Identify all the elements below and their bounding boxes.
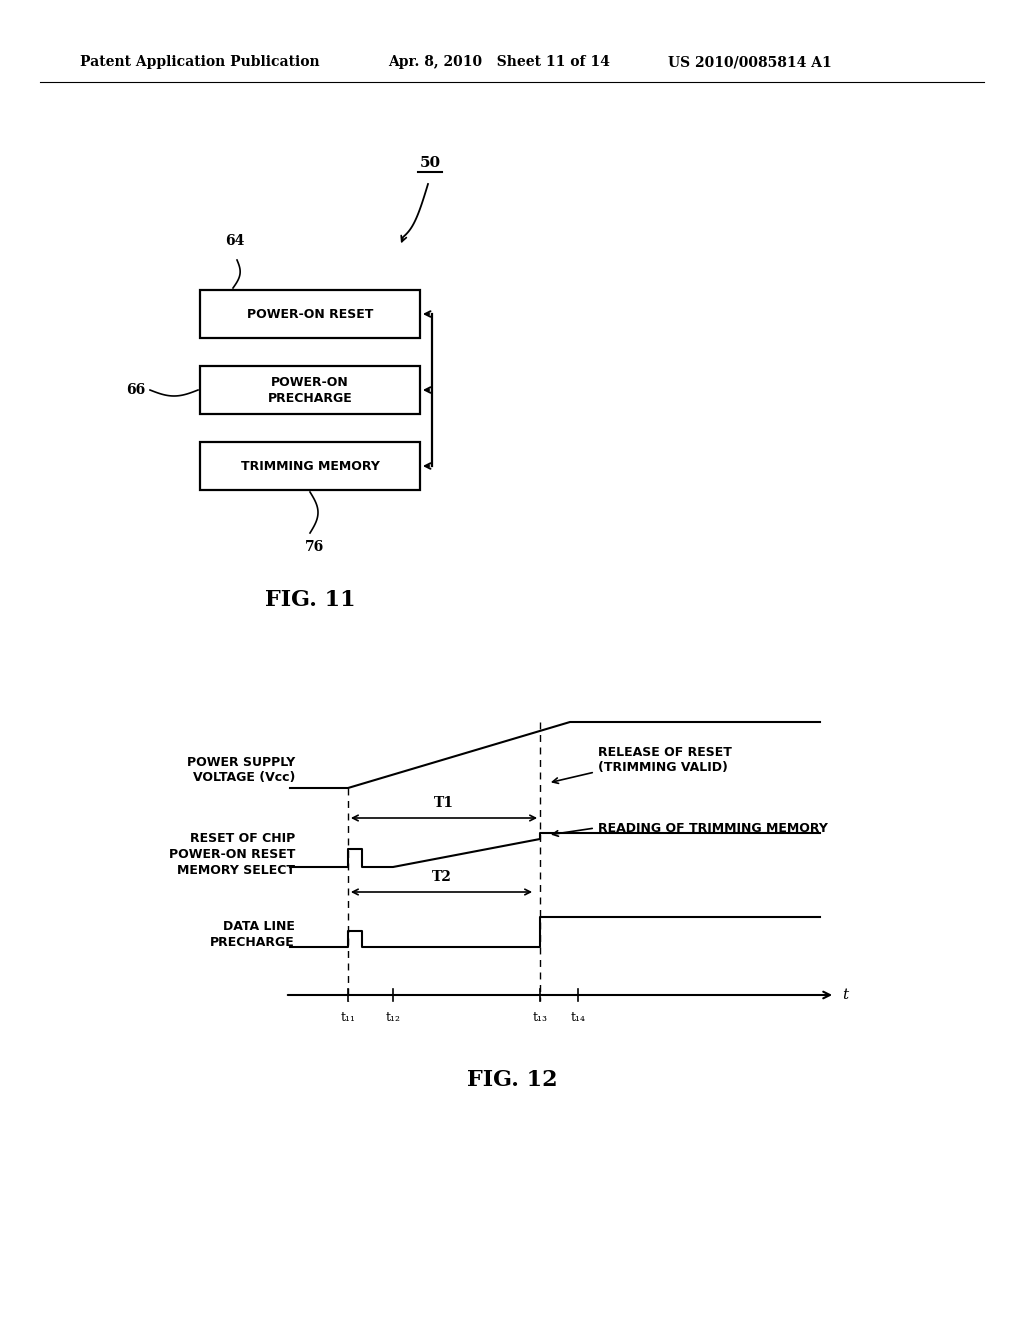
Text: RELEASE OF RESET
(TRIMMING VALID): RELEASE OF RESET (TRIMMING VALID) xyxy=(598,746,732,775)
Text: t₁₃: t₁₃ xyxy=(532,1011,548,1024)
Text: US 2010/0085814 A1: US 2010/0085814 A1 xyxy=(668,55,831,69)
Text: T1: T1 xyxy=(434,796,454,810)
Text: Apr. 8, 2010   Sheet 11 of 14: Apr. 8, 2010 Sheet 11 of 14 xyxy=(388,55,610,69)
Text: READING OF TRIMMING MEMORY: READING OF TRIMMING MEMORY xyxy=(598,821,827,834)
Text: POWER-ON RESET: POWER-ON RESET xyxy=(247,308,373,321)
Text: RESET OF CHIP
POWER-ON RESET
MEMORY SELECT: RESET OF CHIP POWER-ON RESET MEMORY SELE… xyxy=(169,833,295,878)
Bar xyxy=(200,366,420,414)
Text: 64: 64 xyxy=(225,234,245,248)
Text: 66: 66 xyxy=(126,383,145,397)
Text: FIG. 12: FIG. 12 xyxy=(467,1069,557,1092)
Text: t₁₄: t₁₄ xyxy=(570,1011,586,1024)
Text: t₁₁: t₁₁ xyxy=(341,1011,355,1024)
Text: 50: 50 xyxy=(420,156,440,170)
Text: t₁₂: t₁₂ xyxy=(385,1011,400,1024)
Text: POWER-ON
PRECHARGE: POWER-ON PRECHARGE xyxy=(267,375,352,404)
Text: POWER SUPPLY
VOLTAGE (Vcc): POWER SUPPLY VOLTAGE (Vcc) xyxy=(186,755,295,784)
Text: 76: 76 xyxy=(305,540,325,554)
Bar xyxy=(200,290,420,338)
Text: TRIMMING MEMORY: TRIMMING MEMORY xyxy=(241,459,380,473)
Text: FIG. 11: FIG. 11 xyxy=(264,589,355,611)
Text: t: t xyxy=(842,987,848,1002)
Text: Patent Application Publication: Patent Application Publication xyxy=(80,55,319,69)
Bar xyxy=(200,442,420,490)
Text: DATA LINE
PRECHARGE: DATA LINE PRECHARGE xyxy=(210,920,295,949)
Text: T2: T2 xyxy=(431,870,452,884)
